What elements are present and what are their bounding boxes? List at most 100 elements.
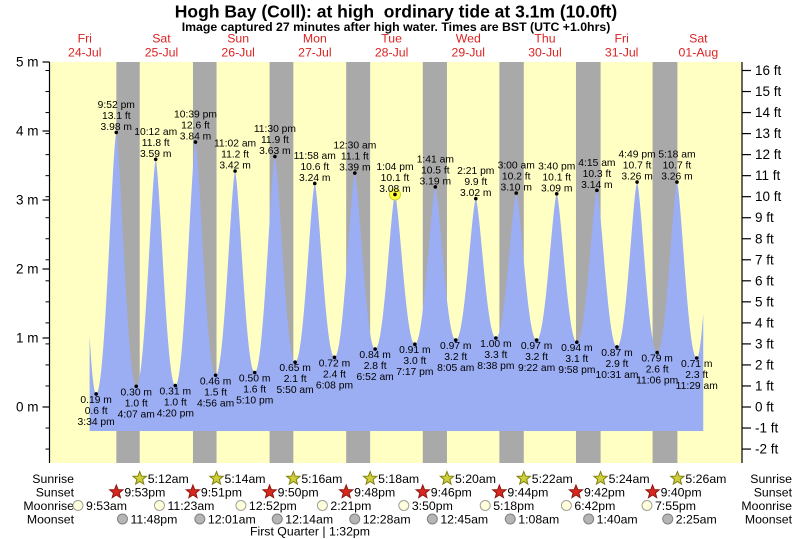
low-tide-annotation-line: 4:07 am xyxy=(118,409,155,420)
day-label-dow: Sat xyxy=(689,32,708,46)
tide-extreme-dot xyxy=(575,340,579,344)
high-tide-annotation-line: 13.1 ft xyxy=(102,111,131,122)
sunset-star-icon xyxy=(261,483,278,499)
moonset-time: 1:40am xyxy=(597,512,638,526)
low-tide-annotation-line: 0.84 m xyxy=(359,350,390,361)
right-axis-label: 13 ft xyxy=(755,126,782,141)
right-axis-label: 6 ft xyxy=(755,273,774,288)
tide-extreme-dot xyxy=(193,140,198,144)
low-tide-annotation-line: 2.3 ft xyxy=(685,370,708,381)
sunset-star-icon xyxy=(491,483,508,499)
low-tide-annotation-line: 0.87 m xyxy=(601,348,632,359)
day-label-dow: Sun xyxy=(227,32,249,46)
right-axis-label: 16 ft xyxy=(755,63,782,78)
high-tide-annotation-line: 11:58 am xyxy=(294,151,336,162)
day-label-date: 24-Jul xyxy=(68,46,102,60)
high-tide-annotation-line: 3.08 m xyxy=(379,184,410,195)
right-axis-label: 12 ft xyxy=(755,147,782,162)
low-tide-annotation-line: 0.72 m xyxy=(319,358,350,369)
sunrise-star-icon xyxy=(131,470,148,486)
high-tide-annotation-line: 2:21 pm xyxy=(457,166,494,177)
sunrise-star-icon xyxy=(438,470,455,486)
day-label-date: 25-Jul xyxy=(145,46,179,60)
moonrise-time: 3:50pm xyxy=(412,499,453,513)
day-label-date: 29-Jul xyxy=(452,46,486,60)
high-tide-annotation-line: 3.39 m xyxy=(339,163,370,174)
sunrise-star-icon xyxy=(208,470,225,486)
high-tide-annotation-line: 10.1 ft xyxy=(542,172,571,183)
low-tide-annotation-line: 1.0 ft xyxy=(164,398,187,409)
low-tide-annotation-line: 3.1 ft xyxy=(565,354,588,365)
astro-row-label-left: Sunrise xyxy=(32,472,74,486)
sunrise-star-icon xyxy=(285,470,302,486)
high-tide-annotation-line: 4:49 pm xyxy=(618,150,655,161)
low-tide-annotation-line: 0.71 m xyxy=(681,359,712,370)
high-tide-annotation-line: 10:12 am xyxy=(134,127,177,138)
day-labels: Fri24-JulSat25-JulSun26-JulMon27-JulTue2… xyxy=(68,32,718,60)
right-axis-label: 11 ft xyxy=(755,168,781,183)
tide-extreme-dot xyxy=(473,196,478,201)
moonrise-time: 7:55pm xyxy=(655,499,696,513)
moonset-circle-icon xyxy=(662,513,674,525)
low-tide-annotation-line: 2.4 ft xyxy=(323,369,346,380)
left-axis-label: 2 m xyxy=(16,262,39,277)
sunset-star-icon xyxy=(184,483,201,499)
tide-extreme-dot xyxy=(94,392,98,396)
low-tide-annotation-line: 0.79 m xyxy=(641,353,672,364)
high-tide-annotation-line: 11.2 ft xyxy=(221,150,249,161)
low-tide-annotation-line: 3.2 ft xyxy=(444,352,467,363)
high-tide-annotation-line: 10.7 ft xyxy=(663,161,692,172)
tide-extreme-dot xyxy=(494,336,498,340)
moonset-circle-icon xyxy=(349,513,361,525)
sunset-time: 9:53pm xyxy=(124,485,165,499)
tide-extreme-dot xyxy=(273,154,277,159)
moonrise-time: 12:52pm xyxy=(249,499,297,513)
tide-extreme-dot xyxy=(213,373,218,378)
moonset-time: 2:25am xyxy=(676,512,717,526)
left-axis-label: 0 m xyxy=(16,400,39,415)
tide-extreme-dot xyxy=(554,191,559,196)
sunset-star-icon xyxy=(644,483,661,499)
moonrise-circle-icon xyxy=(72,500,84,511)
low-tide-annotation-line: 0.65 m xyxy=(279,363,310,374)
page-title: Hogh Bay (Coll): at high ordinary tide a… xyxy=(175,2,617,22)
high-tide-annotation-line: 3.09 m xyxy=(541,183,572,194)
low-tide-annotation-line: 1.0 ft xyxy=(125,398,148,409)
sunset-time: 9:42pm xyxy=(584,485,625,499)
day-label-date: 28-Jul xyxy=(375,46,409,60)
day-label-date: 01-Aug xyxy=(679,46,719,60)
right-axis-label: 14 ft xyxy=(755,105,782,120)
sunrise-time: 5:12am xyxy=(148,472,189,486)
tide-extreme-dot xyxy=(655,350,659,355)
high-tide-annotation-line: 9.9 ft xyxy=(464,177,487,188)
tide-extreme-dot xyxy=(353,171,357,175)
astro-row-label-left: Sunset xyxy=(36,485,75,499)
high-tide-annotation-line: 3.42 m xyxy=(219,161,250,172)
low-tide-annotation-line: 0.97 m xyxy=(440,341,471,352)
tide-extreme-dot xyxy=(134,384,139,389)
right-axis-label: 9 ft xyxy=(755,210,774,225)
moonrise-time: 2:21pm xyxy=(330,499,371,513)
tide-extreme-dot xyxy=(332,355,337,360)
low-tide-annotation-line: 2.1 ft xyxy=(284,374,307,385)
moonrise-circle-icon xyxy=(398,500,410,511)
day-label-dow: Fri xyxy=(78,32,92,46)
tide-extreme-dot xyxy=(393,192,397,197)
high-tide-annotation-line: 3:40 pm xyxy=(538,161,575,172)
left-axis-label: 5 m xyxy=(16,55,39,70)
low-tide-annotation-line: 8:38 pm xyxy=(477,361,514,372)
low-tide-annotation-line: 11:29 am xyxy=(676,381,718,392)
high-tide-annotation-line: 10.3 ft xyxy=(583,169,612,180)
high-tide-annotation-line: 12:30 am xyxy=(333,141,376,152)
sunrise-time: 5:20am xyxy=(455,472,496,486)
high-tide-annotation-line: 5:18 am xyxy=(658,150,695,161)
tide-area-path xyxy=(89,132,704,431)
tide-extreme-dot xyxy=(312,181,317,186)
moonset-time: 12:01am xyxy=(208,512,256,526)
high-tide-annotation-line: 3.14 m xyxy=(581,180,612,191)
low-tide-annotation-line: 2.9 ft xyxy=(605,359,628,370)
astro-row-label-right: Sunrise xyxy=(750,472,792,486)
sunset-time: 9:40pm xyxy=(661,485,702,499)
day-label-date: 31-Jul xyxy=(605,46,639,60)
